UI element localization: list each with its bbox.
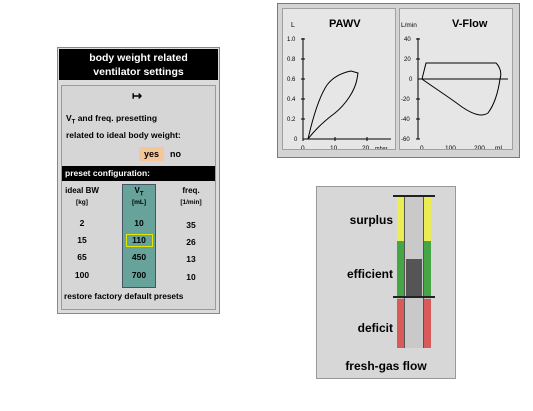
pawv-y-tick: 0.2 — [287, 117, 296, 123]
no-button[interactable]: no — [170, 149, 181, 159]
vt-column-header: VT — [119, 186, 159, 198]
settings-body: ↦ VT and freq. presetting related to ide… — [61, 85, 216, 310]
pawv-y-tick: 0.6 — [287, 77, 296, 83]
vt-head-subscript: T — [139, 191, 144, 198]
surplus-zone-left — [397, 195, 404, 241]
freq-column-unit: [1/min] — [180, 199, 202, 206]
pawv-x-tick: 0 — [301, 145, 305, 149]
vt-column-unit: [mL] — [131, 199, 147, 206]
efficient-zone-left — [397, 241, 404, 296]
vflow-title: V-Flow — [452, 18, 488, 30]
vt-cell[interactable]: 10 — [134, 218, 144, 228]
loop-graphs-panel: PAWV L 1.0 0.8 0.6 0.4 0.2 0 0 — [277, 3, 520, 158]
pawv-y-tick: 1.0 — [287, 37, 296, 43]
pawv-y-tick: 0 — [294, 137, 298, 143]
ventilator-settings-panel: body weight related ventilator settings … — [57, 47, 220, 314]
vt-subscript: T — [71, 119, 76, 126]
arrow-right-icon: ↦ — [132, 89, 143, 103]
yes-button[interactable]: yes — [139, 147, 164, 161]
vflow-y-tick: 20 — [404, 57, 411, 63]
freq-column-header: freq. — [182, 186, 200, 195]
vt-cell[interactable]: 110 — [132, 235, 146, 245]
selected-cell-highlight — [126, 234, 153, 247]
freq-cell: 10 — [186, 272, 196, 282]
pawv-pane: PAWV L 1.0 0.8 0.6 0.4 0.2 0 0 — [282, 8, 396, 150]
vt-head-symbol: V — [134, 186, 140, 195]
vt-line1-text: and freq. presetting — [75, 113, 158, 123]
vflow-y-tick: -40 — [401, 117, 410, 123]
vt-cell[interactable]: 700 — [131, 270, 147, 280]
flow-volume-loop — [421, 62, 502, 116]
fresh-gas-flow-title: fresh-gas flow — [345, 359, 427, 373]
vt-symbol: V — [66, 113, 72, 123]
gauge-top-line — [393, 195, 435, 197]
freq-cell: 26 — [186, 237, 196, 247]
deficit-threshold-line — [393, 296, 435, 298]
vt-cell[interactable]: 450 — [131, 252, 147, 262]
pawv-x-tick: 20 — [362, 145, 370, 149]
vt-column — [122, 184, 156, 288]
vflow-y-unit: L/min — [401, 22, 417, 29]
vflow-x-tick: 0 — [420, 145, 424, 149]
pawv-x-unit: mbar — [375, 146, 388, 149]
pawv-y-tick: 0.4 — [287, 97, 296, 103]
vflow-x-tick: 200 — [474, 145, 485, 149]
vt-line2-text: related to ideal body weight: — [66, 129, 181, 140]
title-line-2: ventilator settings — [93, 66, 184, 78]
vflow-y-tick: -60 — [401, 137, 410, 143]
preset-configuration-header: preset configuration: — [62, 166, 215, 181]
vflow-pane: V-Flow L/min 40 20 0 -20 -40 -60 0 100 2… — [399, 8, 513, 150]
vflow-graph: V-Flow L/min 40 20 0 -20 -40 -60 0 100 2… — [401, 18, 508, 149]
vflow-y-tick: -20 — [401, 97, 410, 103]
pawv-y-tick: 0.8 — [287, 57, 296, 63]
pressure-volume-loop — [307, 70, 359, 140]
vflow-y-tick: 0 — [409, 77, 413, 83]
pawv-x-tick: 10 — [330, 145, 338, 149]
deficit-label: deficit — [357, 321, 393, 335]
efficient-label: efficient — [346, 267, 393, 281]
vflow-y-tick: 40 — [404, 37, 411, 43]
bw-cell: 100 — [74, 270, 90, 280]
pawv-title: PAWV — [329, 18, 361, 30]
pawv-graph: PAWV L 1.0 0.8 0.6 0.4 0.2 0 0 — [287, 18, 391, 149]
vflow-x-unit: mL — [495, 145, 504, 149]
surplus-label: surplus — [349, 213, 393, 227]
bw-cell: 2 — [79, 218, 85, 228]
efficient-zone-right — [424, 241, 431, 296]
surplus-zone-right — [424, 195, 431, 241]
fresh-gas-indicator — [406, 259, 422, 296]
vflow-x-tick: 100 — [445, 145, 456, 149]
deficit-zone-left — [397, 299, 404, 348]
vt-presetting-text: VT and freq. presetting related to ideal… — [66, 112, 214, 141]
deficit-zone-right — [424, 299, 431, 348]
bw-cell: 15 — [77, 235, 87, 245]
panel-title: body weight related ventilator settings — [59, 49, 218, 80]
freq-cell: 35 — [186, 220, 196, 230]
fresh-gas-flow-panel: surplus efficient deficit fresh-gas flow — [316, 186, 456, 379]
bw-column-unit: [kg] — [76, 199, 88, 206]
bw-column-header: ideal BW — [65, 186, 99, 195]
bw-cell: 65 — [77, 252, 87, 262]
pawv-y-unit: L — [291, 22, 295, 29]
title-line-1: body weight related — [89, 52, 188, 64]
freq-cell: 13 — [186, 254, 196, 264]
fresh-gas-gauge — [393, 195, 435, 348]
restore-defaults-button[interactable]: restore factory default presets — [64, 291, 184, 301]
